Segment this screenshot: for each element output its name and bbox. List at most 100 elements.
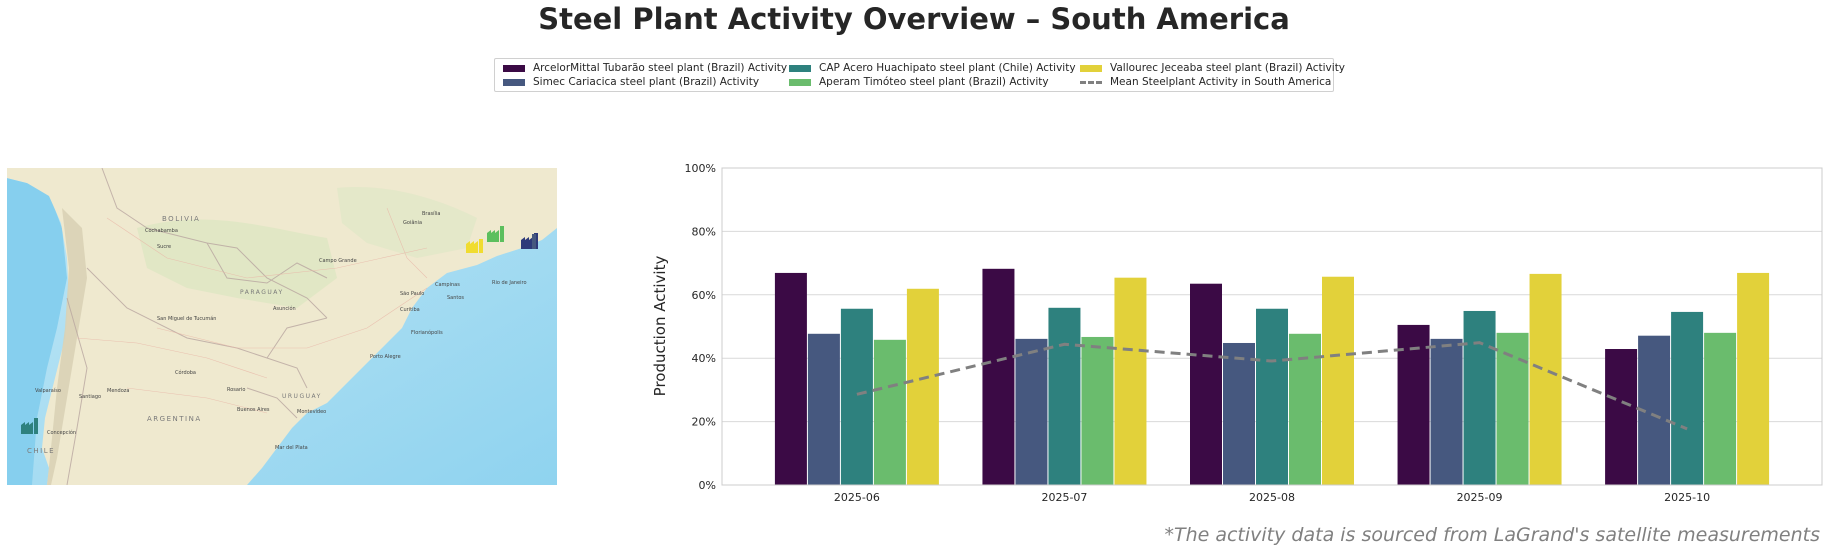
country-label: PARAGUAY (240, 289, 284, 296)
bar (1015, 338, 1048, 485)
bar (1081, 336, 1114, 485)
y-tick-label: 60% (692, 289, 716, 302)
city-labels: Brasília Goiânia Cochabamba Sucre Campo … (35, 210, 527, 451)
y-tick-label: 80% (692, 225, 716, 238)
x-ticks: 2025-06 2025-07 2025-08 2025-09 2025-10 (834, 491, 1710, 504)
footnote: *The activity data is sourced from LaGra… (1164, 524, 1820, 546)
factory-marker-simec[interactable] (532, 234, 536, 249)
y-tick-label: 20% (692, 416, 716, 429)
city-label: Rosario (227, 387, 245, 393)
city-label: Florianópolis (411, 329, 443, 336)
legend-swatch (789, 78, 811, 86)
city-label: Goiânia (403, 219, 422, 226)
y-tick-label: 40% (692, 352, 716, 365)
bar (1737, 272, 1770, 485)
x-tick-label: 2025-07 (1041, 491, 1087, 504)
factory-chimney (34, 418, 38, 434)
x-tick-label: 2025-09 (1457, 491, 1503, 504)
city-label: Campo Grande (319, 258, 357, 264)
x-tick-label: 2025-08 (1249, 491, 1295, 504)
legend-swatch (503, 64, 525, 72)
legend-item: Aperam Timóteo steel plant (Brazil) Acti… (789, 75, 1049, 89)
city-label: Santiago (79, 394, 101, 400)
city-label: Santos (447, 295, 464, 301)
country-label: CHILE (27, 447, 55, 455)
city-label: Porto Alegre (370, 354, 401, 360)
city-label: Valparaíso (35, 387, 61, 394)
factory-icon (466, 241, 478, 253)
factory-marker-cap-acero[interactable] (21, 418, 38, 434)
city-label: Mar del Plata (275, 445, 308, 451)
city-label: Campinas (435, 282, 460, 288)
city-label: San Miguel de Tucumán (157, 315, 216, 322)
bar (1114, 277, 1147, 485)
city-label: Buenos Aires (237, 407, 270, 413)
y-tick-label: 100% (685, 162, 716, 175)
factory-icon (521, 237, 533, 249)
legend-item: Vallourec Jeceaba steel plant (Brazil) A… (1080, 61, 1345, 75)
country-label: ARGENTINA (147, 415, 202, 423)
bar (1430, 338, 1463, 485)
mean-line-group (856, 341, 1688, 431)
country-label: URUGUAY (282, 393, 322, 400)
mean-line (856, 341, 1688, 431)
city-label: São Paulo (400, 291, 424, 297)
bar (1704, 332, 1737, 485)
andes (47, 208, 87, 485)
x-tick-label: 2025-10 (1664, 491, 1710, 504)
bar (1048, 307, 1081, 485)
bar (906, 288, 939, 485)
legend-item: Simec Cariacica steel plant (Brazil) Act… (503, 75, 759, 89)
legend-item: Mean Steelplant Activity in South Americ… (1080, 75, 1331, 89)
legend-label: ArcelorMittal Tubarão steel plant (Brazi… (533, 62, 788, 74)
factory-chimney (500, 226, 504, 242)
legend-item: ArcelorMittal Tubarão steel plant (Brazi… (503, 61, 787, 75)
legend-item: CAP Acero Huachipato steel plant (Chile)… (789, 61, 1076, 75)
city-label: Montevideo (297, 409, 326, 415)
city-label: Asunción (273, 305, 296, 312)
city-label: Curitiba (400, 307, 420, 313)
city-label: Brasília (422, 210, 440, 217)
y-tick-label: 0% (699, 479, 716, 492)
city-label: Sucre (157, 244, 171, 250)
city-label: Rio de Janeiro (492, 280, 527, 286)
lowland (337, 187, 477, 258)
bar (1463, 310, 1496, 485)
legend-swatch (503, 78, 525, 86)
bar (1605, 349, 1638, 485)
bar (1223, 342, 1255, 485)
country-label: BOLIVIA (162, 215, 200, 223)
bars (774, 268, 1770, 485)
bar (1496, 332, 1529, 485)
map-svg: BOLIVIA PARAGUAY URUGUAY ARGENTINA CHILE… (7, 168, 557, 485)
bar (1529, 273, 1562, 485)
bar (873, 339, 906, 485)
factory-chimney (479, 239, 483, 253)
bar (1671, 311, 1704, 485)
factory-marker-vallourec[interactable] (466, 239, 483, 253)
factory-marker-aperam[interactable] (487, 226, 504, 242)
bar (840, 308, 873, 485)
pacific-ocean (7, 178, 67, 485)
x-tick-label: 2025-06 (834, 491, 880, 504)
legend-label: CAP Acero Huachipato steel plant (Chile)… (819, 62, 1076, 74)
legend-label: Aperam Timóteo steel plant (Brazil) Acti… (819, 76, 1049, 88)
legend-dash (1080, 80, 1102, 84)
bar (1397, 324, 1430, 485)
roads (76, 207, 428, 414)
bar (1256, 308, 1288, 485)
legend-swatch (1080, 64, 1102, 72)
bar (982, 268, 1015, 485)
y-axis-label: Production Activity (651, 255, 669, 397)
bar (1190, 283, 1222, 485)
city-label: Concepción (47, 429, 76, 436)
y-ticks: 0% 20% 40% 60% 80% 100% (685, 162, 716, 492)
city-label: Córdoba (175, 369, 196, 376)
factory-chimney (532, 234, 536, 249)
plot-frame (721, 167, 1823, 486)
legend: ArcelorMittal Tubarão steel plant (Brazi… (494, 58, 1345, 92)
bar (1322, 276, 1354, 485)
country-labels: BOLIVIA PARAGUAY URUGUAY ARGENTINA CHILE (27, 215, 322, 455)
legend-label: Mean Steelplant Activity in South Americ… (1110, 76, 1332, 88)
